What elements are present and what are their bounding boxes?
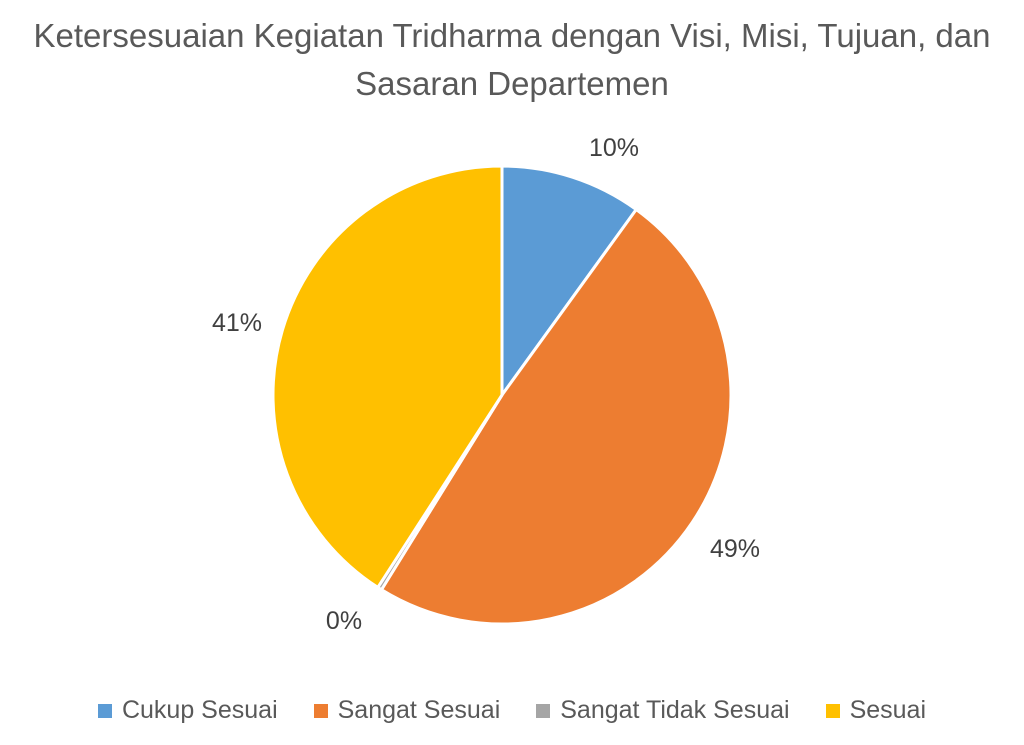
pie-slice-sangat-sesuai — [379, 207, 733, 626]
chart-title: Ketersesuaian Kegiatan Tridharma dengan … — [0, 12, 1024, 108]
legend-swatch — [97, 703, 112, 718]
legend-item-sangat-tidak-sesuai: Sangat Tidak Sesuai — [536, 696, 790, 725]
legend-label: Cukup Sesuai — [121, 696, 278, 724]
legend: Cukup Sesuai Sangat Sesuai Sangat Tidak … — [0, 696, 1024, 725]
chart-title-line-2: Sasaran Departemen — [355, 65, 669, 102]
pie-slice-sesuai — [271, 164, 504, 589]
chart-title-line-1: Ketersesuaian Kegiatan Tridharma dengan … — [33, 17, 991, 54]
legend-item-sesuai: Sesuai — [825, 696, 927, 725]
data-label-cukup-sesuai: 10% — [589, 134, 639, 162]
pie-slice-cukup-sesuai — [500, 164, 638, 397]
data-label-sangat-sesuai: 49% — [710, 535, 760, 563]
legend-label: Sesuai — [849, 696, 927, 724]
legend-label: Sangat Sesuai — [337, 696, 501, 724]
data-label-sangat-tidak-sesuai: 0% — [326, 607, 362, 635]
pie-slices — [271, 164, 733, 626]
data-label-sesuai: 41% — [212, 309, 262, 337]
legend-label: Sangat Tidak Sesuai — [560, 696, 790, 724]
legend-item-cukup-sesuai: Cukup Sesuai — [97, 696, 278, 725]
legend-swatch — [313, 703, 328, 718]
pie-data-labels: 10% 49% 0% 41% — [212, 134, 760, 635]
legend-swatch — [825, 703, 840, 718]
legend-item-sangat-sesuai: Sangat Sesuai — [313, 696, 501, 725]
legend-swatch — [536, 703, 551, 718]
